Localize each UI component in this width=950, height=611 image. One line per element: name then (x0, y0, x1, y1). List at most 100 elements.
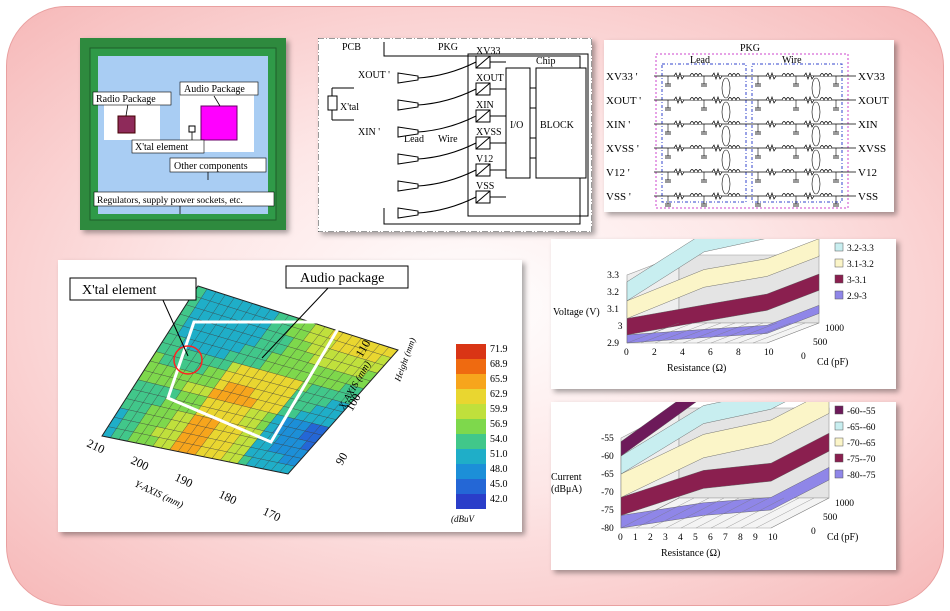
z-axis-label: Current (551, 472, 582, 483)
y-tick: 190 (173, 470, 195, 490)
pin-label: XV33 (476, 46, 500, 57)
y-axis-label: Cd (pF) (817, 357, 848, 368)
y-tick: 170 (261, 504, 283, 524)
regulators-label: Regulators, supply power sockets, etc. (97, 196, 243, 206)
x-tick: 3 (663, 533, 668, 543)
network-rows: XV33 ' XV33 XOUT ' XOUT XIN ' XIN XVSS ' XVSS V1… (606, 71, 889, 207)
surface-band (620, 402, 830, 498)
legend-swatch (834, 274, 844, 284)
x-tick: 7 (723, 533, 728, 543)
voltage-surface-chart: 0 2 4 6 8 10 3.3 3.2 3.1 3 2.9 1000 500 0 Cd (pF) Resis… (553, 239, 874, 374)
y-tick: 180 (217, 487, 239, 507)
radio-package-label: Radio Package (96, 94, 156, 105)
x-axis-label: Resistance (Ω) (667, 363, 726, 374)
y-tick: 0 (801, 352, 806, 362)
z-tick: 3.1 (607, 305, 619, 315)
x-tick: 4 (678, 533, 683, 543)
z-tick: 3 (618, 322, 623, 332)
legend-value: 62.9 (490, 389, 508, 400)
surface-grid (101, 285, 399, 475)
y-tick: 1000 (825, 324, 844, 334)
x-tick: 90 (332, 450, 350, 467)
pkg-network-panel: PKG Lead Wire XV33 ' XV33 XOUT ' XOUT XIN ' X… (604, 40, 894, 212)
network-left-label: V12 ' (606, 167, 630, 179)
pin-column: XV33 XOUT XIN XVSS V12 VSS (397, 46, 506, 219)
wire-label: Wire (438, 134, 458, 145)
legend-value: 56.9 (490, 419, 508, 430)
legend-swatch (456, 479, 486, 494)
package-circuit-panel: PCB PKG Chip XOUT ' XIN ' X'tal Lead Wir… (318, 38, 592, 232)
x-tick: 9 (753, 533, 758, 543)
block-label: BLOCK (540, 120, 575, 131)
x-axis-label: Resistance (Ω) (661, 548, 720, 559)
lead-label: Lead (404, 134, 424, 145)
surface-band (626, 239, 820, 319)
legend-value: 42.0 (490, 494, 508, 505)
network-right-label: XOUT (858, 95, 889, 107)
chip-label: Chip (536, 56, 555, 67)
legend-label: -80--75 (847, 471, 876, 481)
wire-section-label: Wire (782, 55, 802, 66)
voltage-chart-panel: 0 2 4 6 8 10 3.3 3.2 3.1 3 2.9 1000 500 0 Cd (pF) Resis… (551, 239, 896, 389)
legend-label: 3.2-3.3 (847, 244, 874, 254)
legend-swatch (834, 242, 844, 252)
audio-package-outline (166, 320, 345, 444)
network-left-label: XIN ' (606, 119, 630, 131)
network-left-label: XVSS ' (606, 143, 639, 155)
audio-package-chip (200, 105, 238, 141)
lead-section-label: Lead (690, 55, 710, 66)
surface-band (620, 467, 830, 529)
legend-swatch (456, 494, 486, 509)
legend-value: 68.9 (490, 359, 508, 370)
legend-swatch (456, 389, 486, 404)
xtal-element-marker (188, 125, 196, 133)
xtal-label: X'tal (340, 102, 359, 113)
legend-value: 65.9 (490, 374, 508, 385)
legend-swatch (456, 404, 486, 419)
pin-label: VSS (476, 181, 494, 192)
legend-swatch (456, 344, 486, 359)
legend-value: 51.0 (490, 449, 508, 460)
network-right-label: V12 (858, 167, 877, 179)
y-tick: 200 (129, 453, 151, 473)
legend-swatch (456, 449, 486, 464)
legend-value: 54.0 (490, 434, 508, 445)
z-axis-label: Height (mm) (392, 336, 417, 383)
x-tick: 6 (708, 348, 713, 358)
legend-value: 71.9 (490, 344, 508, 355)
xout-left-label: XOUT ' (358, 70, 390, 81)
x-tick: 2 (652, 348, 657, 358)
surface-band (620, 402, 697, 457)
z-tick: 3.3 (607, 271, 619, 281)
other-components-label: Other components (174, 161, 248, 172)
legend-label: 3-3.1 (847, 276, 867, 286)
surface-band (626, 273, 820, 336)
pcb-label: PCB (342, 42, 361, 53)
x-tick: 1 (633, 533, 638, 543)
legend-swatch (834, 258, 844, 268)
audio-package-label: Audio Package (184, 84, 245, 95)
pin-label: V12 (476, 154, 493, 165)
network-left-label: VSS ' (606, 191, 631, 203)
legend-swatch (834, 469, 844, 479)
z-tick: -60 (601, 452, 614, 462)
radio-package-chip (117, 115, 136, 134)
network-right-label: XVSS (858, 143, 886, 155)
legend-swatch (456, 359, 486, 374)
x-tick: 4 (680, 348, 685, 358)
y-tick: 500 (823, 513, 838, 523)
x-tick: 6 (708, 533, 713, 543)
network-right-label: VSS (858, 191, 878, 203)
z-tick: -65 (601, 470, 614, 480)
z-tick: 2.9 (607, 339, 619, 349)
x-tick: 8 (738, 533, 743, 543)
x-tick: 10 (764, 348, 774, 358)
x-tick: 0 (624, 348, 629, 358)
y-tick: 1000 (835, 499, 854, 509)
z-axis-unit: (dBμA) (551, 484, 582, 495)
legend-label: -70--65 (847, 439, 876, 449)
x-tick: 8 (736, 348, 741, 358)
legend-label: -75--70 (847, 455, 876, 465)
legend-swatch (456, 434, 486, 449)
